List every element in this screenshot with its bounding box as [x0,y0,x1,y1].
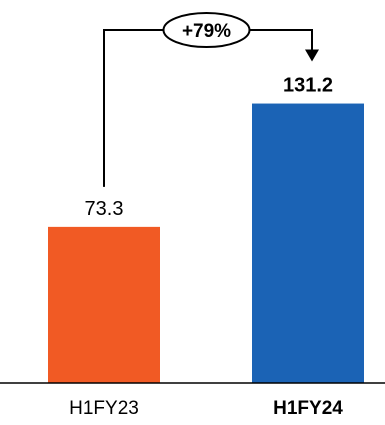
growth-connector: +79% [103,12,319,187]
value-label-h1fy23: 73.3 [85,198,124,220]
labels-layer: 73.3 H1FY23 131.2 H1FY24 [69,75,343,419]
bars-layer [48,103,364,383]
bar-h1fy24 [252,103,364,383]
arrow-down-icon [305,49,319,62]
category-label-h1fy23: H1FY23 [69,398,139,419]
category-label-h1fy24: H1FY24 [273,398,343,419]
bar-h1fy23 [48,226,160,383]
value-label-h1fy24: 131.2 [283,75,333,97]
growth-badge [162,12,251,48]
growth-label: +79% [182,21,231,42]
